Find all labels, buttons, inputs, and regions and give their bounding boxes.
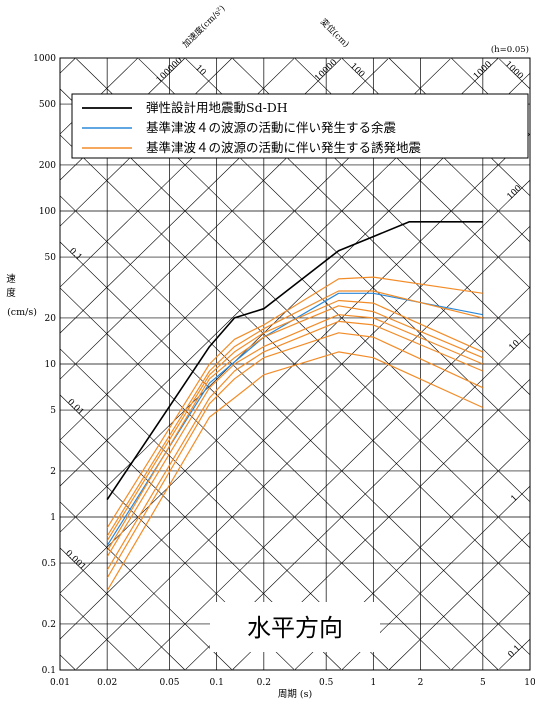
legend: 弾性設計用地震動Sd-DH 基準津波４の波源の活動に伴い発生する余震 基準津波４…: [71, 93, 529, 159]
disp-diagonal-line: [59, 241, 499, 671]
x-tick-label: 1: [370, 678, 376, 688]
x-tick-label: 0.01: [50, 678, 70, 688]
series-line-3: [106, 276, 483, 529]
series-line-8: [106, 320, 484, 571]
y-tick-label: 1000: [33, 54, 56, 64]
y-tick-label: 2: [50, 467, 56, 477]
accel-diagonal-line: [59, 179, 531, 640]
y-tick-label: 0.1: [42, 666, 56, 676]
y-axis-title-part: 速: [6, 274, 16, 285]
x-tick-label: 0.02: [97, 678, 117, 688]
series-line-5: [106, 299, 484, 542]
accel-line-label: 10: [507, 338, 522, 353]
y-tick-label: 20: [45, 314, 57, 324]
disp-line-label: 0.001: [63, 548, 87, 572]
x-tick-label: 0.5: [319, 678, 334, 688]
y-axis-title-unit: (cm/s): [7, 307, 37, 318]
disp-diagonal-line: [59, 195, 531, 656]
disp-diagonal-line: [59, 654, 76, 670]
disp-diagonal-line: [59, 287, 451, 670]
acceleration-axis-title: 加速度(cm/s²): [180, 3, 227, 50]
disp-diagonal-line: [59, 501, 232, 670]
x-tick-label: 0.05: [159, 678, 179, 688]
legend-box: [71, 93, 529, 159]
disp-line-label: 1000: [503, 59, 525, 81]
legend-label-aftershock: 基準津波４の波源の活動に伴い発生する余震: [146, 120, 397, 135]
series-line-10: [106, 351, 484, 592]
series-line-7: [106, 314, 484, 558]
series-line-2: [106, 292, 483, 546]
displacement-axis-title: 変位(cm): [318, 16, 352, 50]
accel-diagonal-line: [499, 638, 531, 670]
legend-label-sd: 弾性設計用地震動Sd-DH: [146, 100, 288, 115]
y-axis-title-part: 度: [6, 287, 16, 299]
disp-diagonal-line: [59, 134, 531, 595]
y-tick-label: 200: [39, 161, 56, 171]
y-tick-label: 0.5: [42, 559, 57, 569]
plot-frame: [59, 57, 531, 671]
disp-line-label: 0.01: [65, 397, 86, 417]
x-tick-label: 2: [418, 678, 424, 688]
data-series: [106, 221, 484, 592]
series-line-1: [106, 221, 483, 501]
axis-ticks: 0.01 0.02 0.05 0.1 0.2 0.5 1 2 5 100.10.20.512510…: [33, 54, 535, 688]
accel-diagonal-line: [59, 133, 531, 594]
series-line-4: [106, 290, 483, 537]
y-tick-label: 0.2: [42, 620, 56, 630]
x-tick-label: 5: [480, 678, 486, 688]
y-tick-label: 5: [50, 406, 56, 416]
accel-line-label: 100: [505, 183, 524, 201]
direction-label-bg: [210, 602, 380, 652]
direction-label: 水平方向: [247, 614, 343, 642]
y-tick-label: 100: [39, 207, 56, 217]
y-tick-label: 500: [39, 100, 56, 110]
disp-line-label: 0.1: [67, 246, 84, 263]
disp-diagonal-line: [59, 593, 138, 670]
y-tick-label: 1: [50, 513, 56, 523]
x-axis-title: 周期 (s): [278, 689, 312, 700]
series-line-9: [106, 332, 484, 579]
accel-line-label: 1: [509, 493, 520, 504]
y-tick-label: 50: [45, 253, 57, 263]
disp-line-label: 10: [193, 63, 208, 78]
accel-diagonal-line: [76, 225, 531, 670]
disp-diagonal-line: [59, 547, 185, 670]
disp-diagonal-line: [499, 58, 531, 90]
legend-label-induced: 基準津波４の波源の活動に伴い発生する誘発地震: [146, 140, 422, 155]
x-tick-label: 0.2: [257, 678, 271, 688]
x-tick-label: 10: [524, 678, 535, 688]
accel-diagonal-line: [451, 592, 531, 671]
disp-diagonal-line: [294, 58, 531, 289]
x-tick-label: 0.1: [210, 678, 224, 688]
accel-diagonal-line: [388, 531, 531, 671]
accel-diagonal-line: [59, 58, 295, 288]
y-tick-label: 10: [45, 360, 57, 370]
accel-diagonal-line: [59, 58, 76, 74]
disp-line-label: 100: [348, 61, 367, 79]
damping-label: (h=0.05): [491, 44, 529, 55]
series-line-6: [106, 305, 484, 552]
